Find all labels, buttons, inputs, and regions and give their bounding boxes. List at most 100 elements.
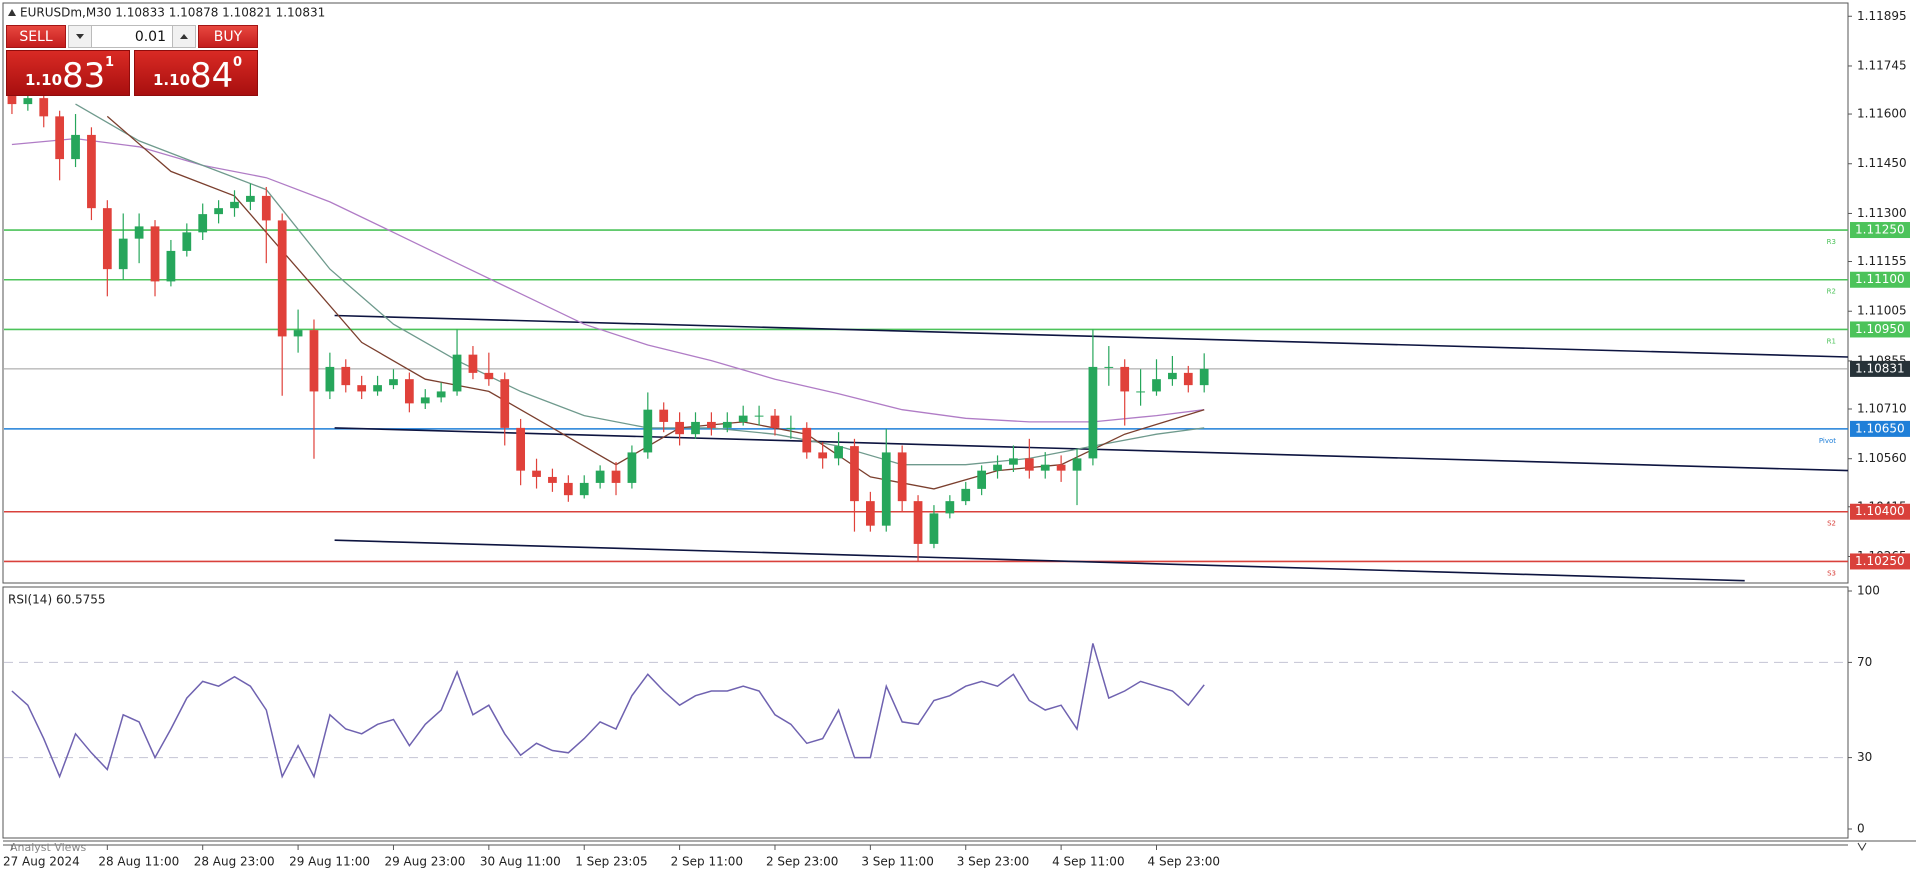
- y-tick-label: 1.11745: [1857, 58, 1907, 72]
- moving-average: [106, 115, 1205, 490]
- level-label: 1.10950: [1855, 322, 1905, 336]
- volume-down[interactable]: [68, 25, 92, 48]
- down-arrow: [76, 34, 84, 39]
- volume-input[interactable]: 0.01: [92, 25, 172, 48]
- volume-up[interactable]: [172, 25, 196, 48]
- candle-body: [675, 421, 684, 435]
- y-tick-label: 1.11300: [1857, 206, 1907, 220]
- candle-body: [1120, 366, 1130, 392]
- candle-body: [913, 501, 923, 544]
- candle-body: [770, 415, 780, 428]
- level-label: 1.10400: [1855, 504, 1905, 518]
- buy-button[interactable]: BUY: [198, 25, 258, 48]
- x-tick-label: 28 Aug 23:00: [194, 855, 275, 869]
- collapse-icon[interactable]: [8, 9, 16, 16]
- candle-body: [452, 354, 462, 392]
- ask-quote[interactable]: 1.10 84 0: [134, 50, 258, 96]
- moving-average: [75, 103, 1205, 466]
- x-tick-label: 2 Sep 23:00: [766, 855, 838, 869]
- level-name: S3: [1827, 569, 1836, 577]
- candle-body: [39, 98, 49, 117]
- candle-body: [786, 427, 796, 429]
- x-tick-label: 4 Sep 23:00: [1148, 855, 1220, 869]
- level-label-bg: [1850, 420, 1910, 437]
- candle-body: [277, 220, 287, 337]
- main-frame: [2, 2, 1849, 584]
- candle-body: [246, 195, 255, 202]
- y-tick-label: 70: [1857, 655, 1872, 669]
- x-tick-label: 27 Aug 2024: [3, 855, 80, 869]
- level-label: 1.10650: [1855, 421, 1905, 435]
- y-tick-label: 1.10710: [1857, 402, 1907, 416]
- candle-body: [389, 379, 398, 386]
- candle-body: [118, 238, 128, 270]
- ask-fraction: 0: [233, 55, 243, 70]
- scroll-icon[interactable]: [1857, 842, 1867, 852]
- moving-average: [11, 137, 1205, 423]
- candle-body: [373, 385, 382, 392]
- candle-body: [1056, 464, 1066, 471]
- candle-body: [198, 214, 208, 233]
- ask-pips: 84: [190, 56, 234, 96]
- level-label: 1.10250: [1855, 554, 1905, 568]
- bid-quote[interactable]: 1.10 83 1: [6, 50, 130, 96]
- candle-body: [1024, 458, 1034, 471]
- candle-body: [993, 464, 1002, 471]
- candle-body: [1104, 366, 1114, 368]
- x-tick-label: 28 Aug 11:00: [98, 855, 179, 869]
- candle-body: [1183, 372, 1193, 386]
- candle-body: [738, 415, 748, 422]
- candle-body: [722, 421, 732, 428]
- candle-body: [261, 195, 271, 221]
- candle-body: [420, 397, 430, 404]
- candle-body: [1072, 458, 1082, 471]
- x-tick-label: 4 Sep 11:00: [1052, 855, 1124, 869]
- level-label: 1.11250: [1855, 223, 1905, 237]
- candle-body: [71, 134, 80, 160]
- candle-body: [309, 330, 319, 392]
- y-tick-label: 0: [1857, 822, 1865, 836]
- candle-body: [134, 226, 144, 239]
- candle-body: [563, 482, 573, 496]
- rsi-title: RSI(14) 60.5755: [8, 593, 106, 607]
- y-tick-label: 1.11895: [1857, 9, 1907, 23]
- candle-body: [1152, 379, 1161, 392]
- candle-body: [643, 409, 653, 453]
- level-name: S2: [1827, 520, 1836, 528]
- candle-body: [500, 379, 510, 428]
- candle-body: [166, 250, 176, 282]
- level-label: 1.11100: [1855, 272, 1905, 286]
- bid-fraction: 1: [105, 55, 115, 70]
- x-tick-label: 29 Aug 11:00: [289, 855, 370, 869]
- candle-body: [516, 427, 526, 471]
- chart-title: EURUSDm,M30 1.10833 1.10878 1.10821 1.10…: [20, 6, 325, 20]
- candle-body: [484, 372, 494, 380]
- y-tick-label: 1.11450: [1857, 156, 1907, 170]
- candle-body: [707, 421, 716, 428]
- candle-body: [1168, 372, 1177, 380]
- x-tick-label: 3 Sep 23:00: [957, 855, 1029, 869]
- analyst-views[interactable]: Analyst Views: [10, 841, 86, 854]
- y-tick-label: 30: [1857, 750, 1872, 764]
- candle-body: [754, 415, 764, 417]
- x-tick-label: 29 Aug 23:00: [384, 855, 465, 869]
- candle-body: [325, 366, 335, 392]
- candle-body: [834, 446, 843, 459]
- level-name: R2: [1827, 288, 1836, 296]
- level-label-bg: [1850, 222, 1910, 239]
- candle-body: [1199, 368, 1209, 386]
- candle-body: [404, 379, 414, 404]
- sell-button[interactable]: SELL: [6, 25, 66, 48]
- candle-body: [865, 501, 875, 526]
- candle-body: [595, 470, 605, 483]
- trend-line: [334, 314, 1849, 358]
- x-tick-label: 2 Sep 11:00: [671, 855, 743, 869]
- candle-body: [881, 452, 891, 526]
- rsi-frame: [2, 586, 1849, 839]
- candle-body: [102, 208, 112, 270]
- candle-body: [627, 452, 637, 483]
- candle-body: [55, 116, 65, 160]
- candle-body: [1088, 366, 1098, 459]
